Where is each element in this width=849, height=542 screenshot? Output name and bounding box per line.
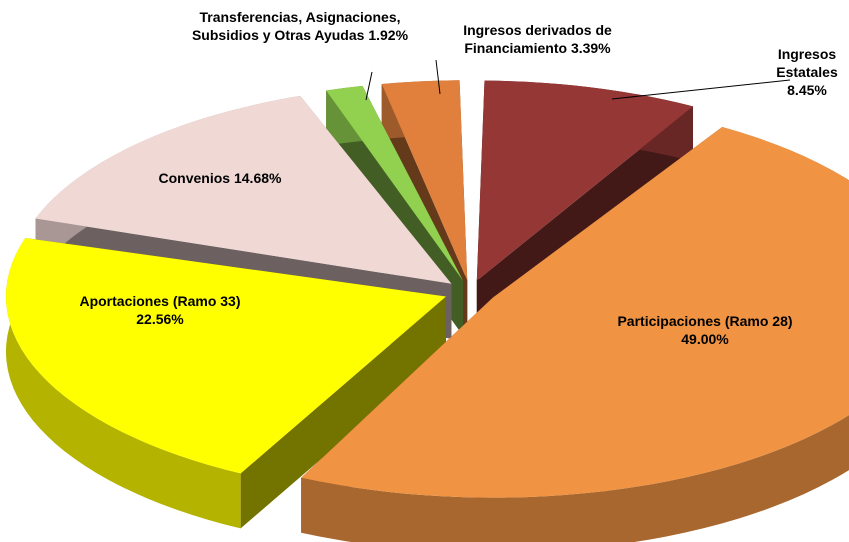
data-label: Ingresos Estatales 8.45% xyxy=(762,45,849,99)
label-name: Transferencias, Asignaciones, Subsidios … xyxy=(191,9,401,43)
label-name: Convenios xyxy=(158,170,231,186)
slice xyxy=(35,95,452,284)
data-label: Aportaciones (Ramo 33) 22.56% xyxy=(30,292,290,328)
label-name: Aportaciones (Ramo 33) xyxy=(79,293,241,309)
data-label: Convenios 14.68% xyxy=(100,169,340,187)
label-name: Participaciones (Ramo 28) xyxy=(617,313,793,329)
leader-line xyxy=(365,71,373,101)
label-value: 1.92% xyxy=(368,27,409,43)
data-label: Participaciones (Ramo 28) 49.00% xyxy=(570,312,840,348)
label-value: 49.00% xyxy=(681,331,729,347)
slices xyxy=(5,80,849,542)
leader-line xyxy=(435,59,441,95)
slice xyxy=(476,80,693,281)
data-label: Transferencias, Asignaciones, Subsidios … xyxy=(180,8,420,44)
label-name: Ingresos derivados de Financiamiento xyxy=(463,22,612,56)
slice xyxy=(381,80,468,281)
slice xyxy=(301,126,849,498)
slice-wall xyxy=(240,296,446,529)
label-value: 3.39% xyxy=(570,40,611,56)
slice xyxy=(5,237,446,474)
label-value: 8.45% xyxy=(787,82,827,98)
label-value: 22.56% xyxy=(136,311,184,327)
label-name: Ingresos Estatales xyxy=(776,46,838,80)
leader-line xyxy=(611,79,791,100)
slice-side xyxy=(5,237,241,529)
data-label: Ingresos derivados de Financiamiento 3.3… xyxy=(430,21,645,57)
label-value: 14.68% xyxy=(233,170,282,186)
slice xyxy=(326,85,463,281)
